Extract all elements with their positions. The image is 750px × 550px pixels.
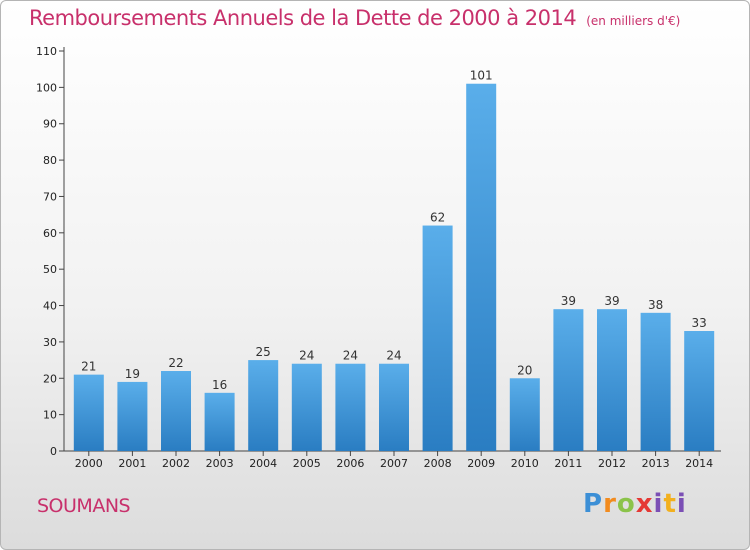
chart-title: Remboursements Annuels de la Dette de 20… [29,6,680,30]
y-tick-label: 50 [43,263,57,276]
bar-value-label: 20 [517,363,532,377]
y-tick-label: 60 [43,227,57,240]
x-tick-label: 2008 [424,457,452,470]
bar [73,374,104,451]
x-tick-label: 2005 [293,457,321,470]
bar [422,225,453,451]
commune-name: SOUMANS [37,495,131,517]
y-tick-label: 90 [43,118,57,131]
x-tick-label: 2006 [336,457,364,470]
logo-letter-i: i [653,489,664,519]
bar-value-label: 62 [430,211,445,225]
bar [466,83,497,452]
bar-value-label: 24 [343,349,358,363]
bar [248,360,279,451]
y-tick-label: 110 [36,45,57,58]
x-tick-label: 2000 [75,457,103,470]
bar-value-label: 101 [470,69,493,83]
logo-letter-i2: i [676,489,687,519]
bar-value-label: 21 [81,360,96,374]
bar [597,309,627,451]
bar-value-label: 24 [299,349,314,363]
x-tick-label: 2002 [162,457,190,470]
x-tick-label: 2012 [598,457,626,470]
bar-value-label: 38 [648,298,663,312]
bar-value-label: 16 [212,378,227,392]
x-tick-label: 2009 [467,457,495,470]
logo-letter-r: r [603,489,617,519]
y-tick-label: 30 [43,336,57,349]
bar [335,363,366,451]
x-tick-label: 2013 [642,457,670,470]
bar-value-label: 22 [168,356,183,370]
y-tick-label: 10 [43,409,57,422]
bar [553,309,584,451]
bar [640,312,671,451]
bar-value-label: 19 [125,367,140,381]
bar [509,378,540,451]
proxiti-logo: Proxiti [583,489,687,519]
bar-value-label: 25 [256,345,271,359]
bar-value-label: 39 [604,294,619,308]
bar [117,381,148,451]
x-tick-label: 2010 [511,457,539,470]
bar-value-label: 24 [386,349,401,363]
y-tick-label: 80 [43,154,57,167]
bar-value-label: 33 [692,316,707,330]
bar [161,371,191,451]
x-tick-label: 2011 [554,457,582,470]
logo-letter-o: o [616,489,636,519]
bar [379,363,409,451]
x-tick-label: 2014 [685,457,713,470]
bar [291,363,322,451]
bar-value-label: 39 [561,294,576,308]
y-tick-label: 70 [43,190,57,203]
bar [204,392,235,451]
y-tick-label: 0 [50,445,57,458]
x-tick-label: 2003 [206,457,234,470]
title-text: Remboursements Annuels de la Dette de 20… [29,6,577,30]
logo-letter-p: P [583,489,604,519]
y-tick-label: 20 [43,372,57,385]
logo-letter-x: x [635,489,654,519]
x-tick-label: 2001 [118,457,146,470]
chart-subtitle: (en milliers d'€) [586,14,681,28]
y-tick-label: 100 [36,81,57,94]
x-tick-label: 2004 [249,457,277,470]
x-tick-label: 2007 [380,457,408,470]
bar [684,331,715,451]
logo-letter-t: t [663,489,677,519]
y-tick-label: 40 [43,300,57,313]
